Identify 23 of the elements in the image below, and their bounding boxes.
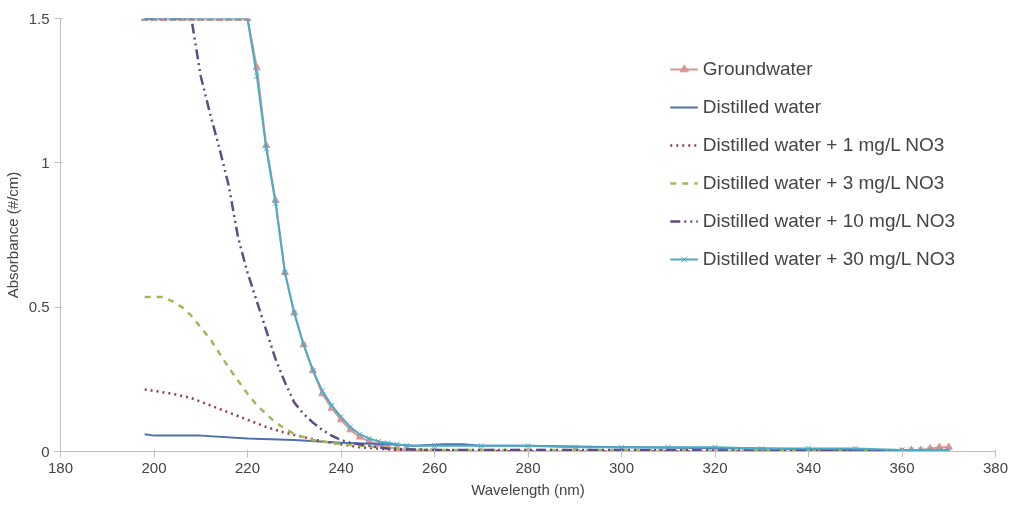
x-tick-label: 240 [328, 458, 354, 476]
legend-label: Distilled water + 10 mg/L NO3 [702, 210, 955, 232]
x-tick-label: 360 [889, 458, 915, 476]
x-tick-label: 220 [234, 458, 261, 476]
legend-label: Distilled water + 3 mg/L NO3 [702, 172, 945, 194]
x-tick-label: 260 [421, 458, 448, 476]
legend-label: Distilled water + 30 mg/L NO3 [702, 248, 955, 270]
legend-label: Groundwater [702, 58, 813, 80]
x-tick-label: 320 [702, 458, 728, 476]
x-tick-label: 380 [982, 458, 1009, 476]
y-tick-label: 1 [41, 153, 50, 171]
x-tick-label: 280 [515, 458, 541, 476]
x-axis-title: Wavelength (nm) [471, 480, 585, 498]
y-tick-label: 0 [41, 442, 50, 460]
legend-label: Distilled water + 1 mg/L NO3 [702, 134, 945, 156]
legend-label: Distilled water [702, 96, 822, 118]
y-tick-label: 0.5 [28, 298, 50, 316]
x-tick-label: 200 [141, 458, 167, 476]
x-tick-label: 340 [795, 458, 822, 476]
x-tick-label: 180 [47, 458, 74, 476]
y-axis-title: Absorbance (#/cm) [3, 171, 21, 299]
x-tick-label: 300 [608, 458, 635, 476]
y-tick-label: 1.5 [28, 9, 50, 27]
